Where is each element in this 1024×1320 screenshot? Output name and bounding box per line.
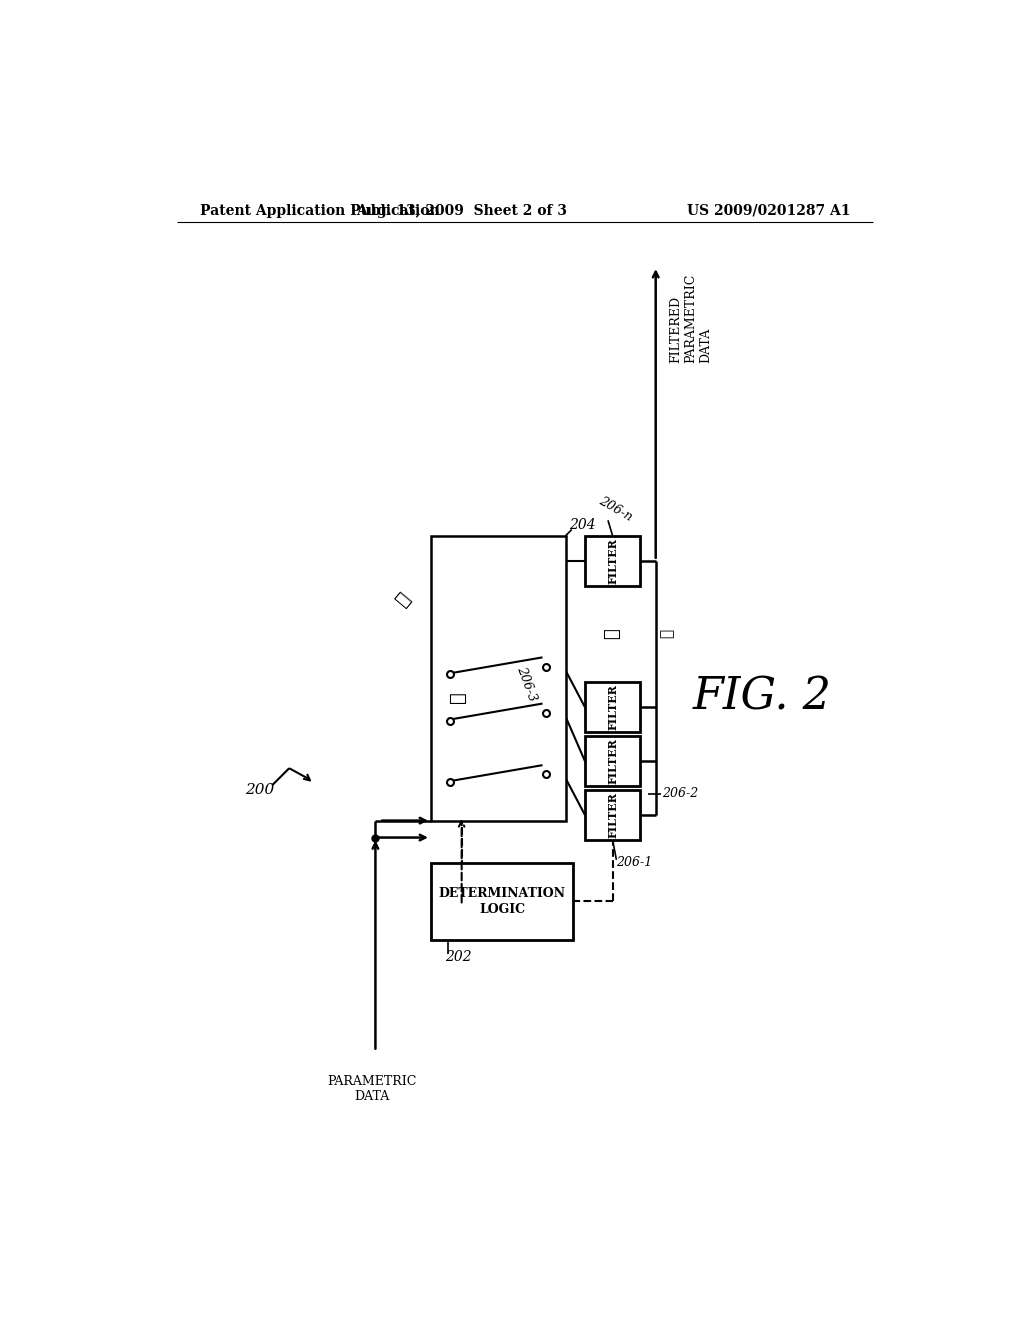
Bar — [585, 682, 640, 733]
Bar — [585, 536, 640, 586]
Bar — [431, 863, 573, 940]
Text: Patent Application Publication: Patent Application Publication — [200, 203, 439, 218]
Text: ⋯: ⋯ — [660, 630, 675, 639]
Text: Aug. 13, 2009  Sheet 2 of 3: Aug. 13, 2009 Sheet 2 of 3 — [356, 203, 567, 218]
Text: ⋯: ⋯ — [449, 692, 467, 704]
Text: 204: 204 — [569, 517, 596, 532]
Text: FILTERED
PARAMETRIC
DATA: FILTERED PARAMETRIC DATA — [670, 275, 713, 363]
Text: ⋯: ⋯ — [393, 589, 415, 610]
Text: ⋯: ⋯ — [603, 628, 622, 639]
Text: 202: 202 — [444, 950, 471, 964]
Bar — [431, 536, 565, 821]
Text: 206-n: 206-n — [596, 494, 634, 524]
Text: FILTER: FILTER — [607, 537, 618, 583]
Text: FIG. 2: FIG. 2 — [692, 676, 831, 719]
Text: FILTER: FILTER — [607, 738, 618, 784]
Text: 206-1: 206-1 — [616, 857, 652, 870]
Text: DETERMINATION: DETERMINATION — [438, 887, 565, 900]
Text: 200: 200 — [246, 783, 274, 797]
Text: US 2009/0201287 A1: US 2009/0201287 A1 — [687, 203, 851, 218]
Text: 206-2: 206-2 — [662, 787, 698, 800]
Bar — [435, 647, 562, 817]
Text: FILTER: FILTER — [607, 684, 618, 730]
Text: PARAMETRIC: PARAMETRIC — [327, 1074, 417, 1088]
Text: DATA: DATA — [354, 1090, 389, 1104]
Text: LOGIC: LOGIC — [479, 903, 525, 916]
Bar — [585, 737, 640, 785]
Text: 206-3: 206-3 — [514, 665, 539, 704]
Bar — [585, 789, 640, 840]
Text: FILTER: FILTER — [607, 792, 618, 838]
